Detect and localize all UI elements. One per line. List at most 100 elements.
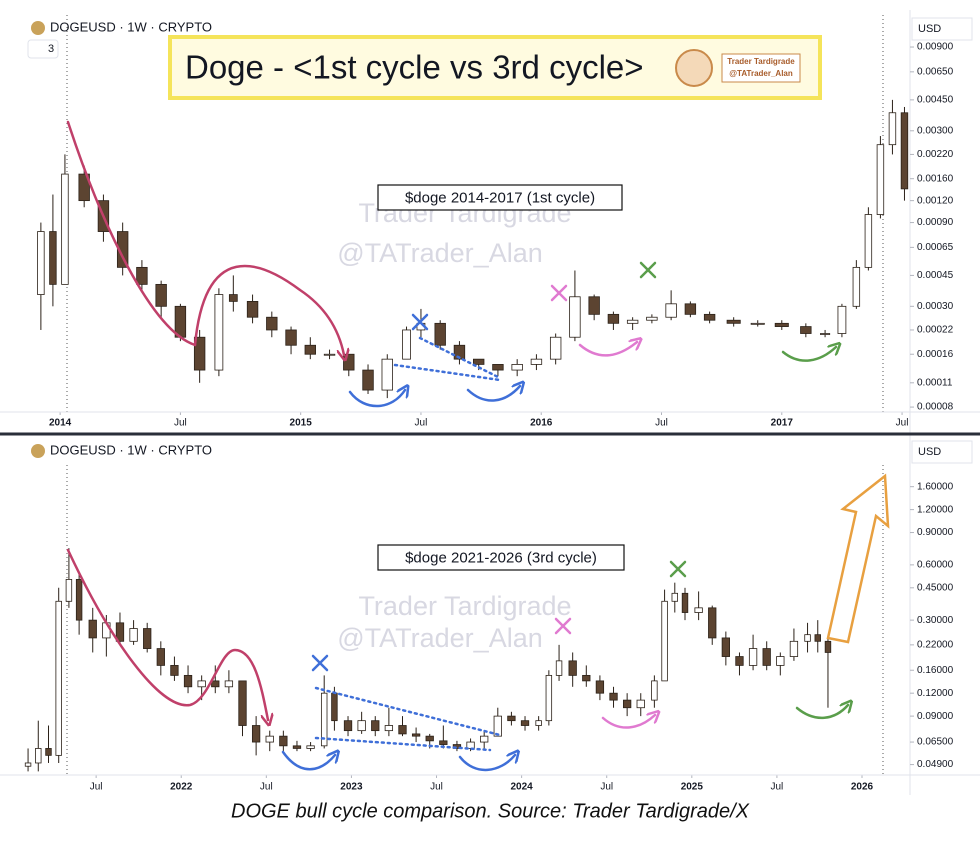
candle-body [320,692,328,747]
candle-body [824,640,832,653]
candle-body [864,214,873,268]
candle-body [708,607,717,639]
banner-handle: @TATrader_Alan [729,69,793,78]
y-tick-label: 0.00008 [917,402,954,413]
candle-body [331,692,338,722]
candle-body [661,600,668,682]
candle-body [789,640,799,657]
y-tick-label: 1.60000 [917,481,954,492]
candle-body [555,660,563,676]
candle-body [35,748,42,764]
x-tick-label: Jul [430,782,443,793]
x-mark [411,313,429,331]
candle-body [371,720,380,732]
candle-body [279,735,288,747]
candle-body [214,294,224,371]
candle-body [193,336,206,371]
watermark: @TATrader_Alan [337,623,542,653]
y-tick-label: 0.00220 [917,149,954,160]
symbol-icon [31,444,45,458]
currency-box [911,17,973,41]
candle-body [343,720,353,732]
annotation: $doge 2021-2026 (3rd cycle) [405,549,597,566]
candle-body [384,725,394,732]
banner-author: Trader Tardigrade [727,57,795,66]
candle-body [703,313,716,321]
logo [675,49,713,87]
y-tick-label: 0.00300 [917,125,954,136]
x-tick-label: 2015 [290,418,313,429]
candle-body [530,358,543,365]
candle-body [800,326,812,334]
watermark: @TATrader_Alan [337,238,542,268]
candle-body [681,592,689,613]
candle-body [671,592,679,602]
candle-body [568,660,577,676]
x-tick-label: Jul [260,782,273,793]
x-tick-label: Jul [600,782,613,793]
y-tick-label: 0.04900 [917,759,954,770]
watermark: Trader Tardigrade [358,591,571,621]
candle-body [762,648,771,666]
chart-title: DOGEUSD · 1W · CRYPTO [50,19,212,34]
y-tick-label: 0.00011 [917,377,953,388]
candle-body [814,634,821,642]
green-arrow [795,705,848,719]
candle-body [266,316,278,331]
candle-body [582,674,591,682]
candle-body [694,607,703,613]
candle-body [224,680,234,688]
x-tick-label: 2022 [170,782,193,793]
badge: 3 [48,43,54,55]
annotations-bottom [66,473,890,772]
y-tick-label: 0.00045 [917,270,954,281]
candle-body [49,231,57,285]
candle-body [155,283,167,307]
big-up-arrow [826,473,890,644]
candle-body [343,353,355,371]
candle-body [776,656,785,666]
candle-body [748,648,758,666]
candle-body [285,329,297,346]
candle-body [820,333,831,335]
x-mark [669,560,687,578]
y-tick-label: 0.00090 [917,217,954,228]
banner-title: Doge - <1st cycle vs 3rd cycle> [185,49,644,86]
x-tick-label: Jul [771,782,784,793]
x-tick-label: Jul [655,418,668,429]
green-arrow [781,347,836,362]
y-tick-label: 0.00016 [917,349,954,360]
y-tick-label: 0.22000 [917,639,954,650]
y-tick-label: 1.20000 [917,504,954,515]
candle-body [900,112,909,190]
candle-body [888,112,897,146]
y-tick-label: 0.00120 [917,195,954,206]
candle-body [876,144,885,215]
trend-line [314,686,502,737]
candle-body [595,680,605,694]
candle-body [545,674,553,722]
candle-body [636,699,645,709]
chart-title: DOGEUSD · 1W · CRYPTO [50,442,212,457]
candle-body [228,294,238,302]
y-tick-label: 0.12000 [917,688,954,699]
x-tick-label: 2024 [510,782,533,793]
candle-body [492,364,504,371]
logo-box [721,53,801,83]
candle-body [549,336,562,360]
annotation-box [377,544,625,571]
x-tick-label: Jul [896,418,909,429]
trend-arrow [193,264,344,355]
candle-body [116,231,129,268]
candle-body [136,266,148,285]
candle-body [143,628,152,649]
trend-arrow [66,120,197,347]
candle-body [425,735,434,742]
candle-body [607,313,620,324]
x-tick-label: Jul [90,782,103,793]
x-tick-label: Jul [415,418,428,429]
candle-body [88,619,97,639]
y-tick-label: 0.00160 [917,173,954,184]
badge-box [27,39,59,59]
x-mark [311,654,329,672]
